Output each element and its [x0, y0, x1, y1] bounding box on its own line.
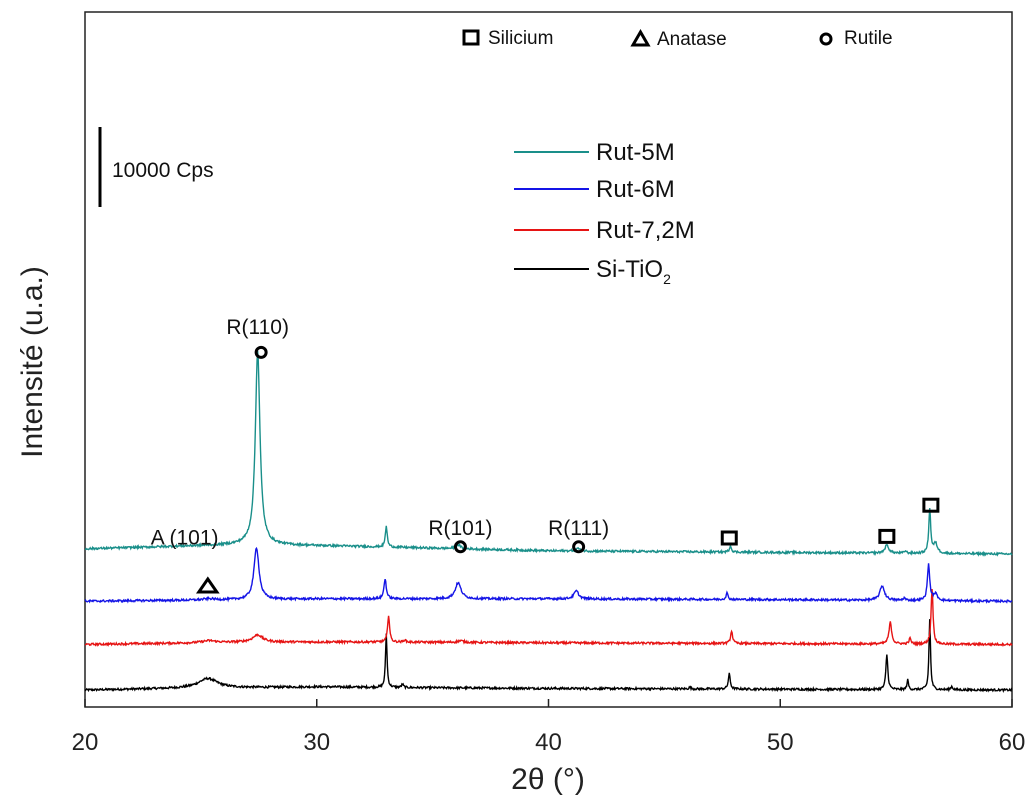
x-tick-label: 30	[303, 729, 330, 756]
series-layer	[84, 350, 1013, 694]
x-ticks: 20 30 40 50 60	[72, 699, 1026, 756]
anatase-triangle-icon	[630, 28, 651, 47]
x-tick-label: 50	[767, 729, 794, 756]
rutile-marker-icon	[254, 345, 268, 359]
silicium-marker-icon	[922, 497, 940, 513]
marker-legend-label: Silicium	[488, 28, 553, 49]
legend-label-rut-72m: Rut-7,2M	[596, 217, 695, 244]
x-tick-label: 20	[72, 729, 99, 756]
marker-legend-label: Anatase	[657, 29, 727, 50]
rutile-marker-icon	[572, 540, 586, 554]
anatase-marker-icon	[195, 576, 220, 594]
peak-annotation: A (101)	[151, 526, 219, 549]
series-legend: Rut-5M Rut-6M Rut-7,2M Si-TiO2	[514, 139, 695, 287]
marker-legend: Silicium Anatase Rutile	[462, 28, 893, 50]
legend-label-si-tio2: Si-TiO2	[596, 256, 671, 287]
plot-frame	[84, 11, 1013, 708]
rutile-marker-icon	[453, 540, 467, 554]
series-line-rut-7-2m	[84, 588, 1013, 647]
series-line-rut-6m	[84, 546, 1013, 604]
scale-bar-label: 10000 Cps	[112, 159, 214, 182]
phase-markers	[195, 345, 940, 594]
series-line-si-tio2	[84, 619, 1013, 694]
marker-legend-label: Rutile	[844, 28, 893, 49]
legend-label-rut-5m: Rut-5M	[596, 139, 675, 166]
silicium-marker-icon	[720, 530, 738, 546]
peak-annotation: R(101)	[428, 517, 492, 540]
y-axis-title: Intensité (u.a.)	[16, 266, 49, 458]
peak-annotations: R(110) A (101) R(101) R(111)	[151, 316, 609, 549]
legend-label-main: Si-TiO	[596, 256, 663, 283]
peak-annotation: R(111)	[548, 517, 609, 540]
legend-label-rut-6m: Rut-6M	[596, 176, 675, 203]
rutile-circle-icon	[819, 32, 833, 46]
x-tick-label: 60	[999, 729, 1026, 756]
legend-label-subscript: 2	[663, 271, 671, 287]
silicium-square-icon	[462, 29, 480, 46]
x-tick-label: 40	[535, 729, 562, 756]
silicium-marker-icon	[878, 528, 896, 544]
peak-annotation: R(110)	[226, 316, 289, 339]
x-axis-title: 2θ (°)	[511, 763, 585, 796]
series-line-rut-5m	[84, 350, 1013, 557]
